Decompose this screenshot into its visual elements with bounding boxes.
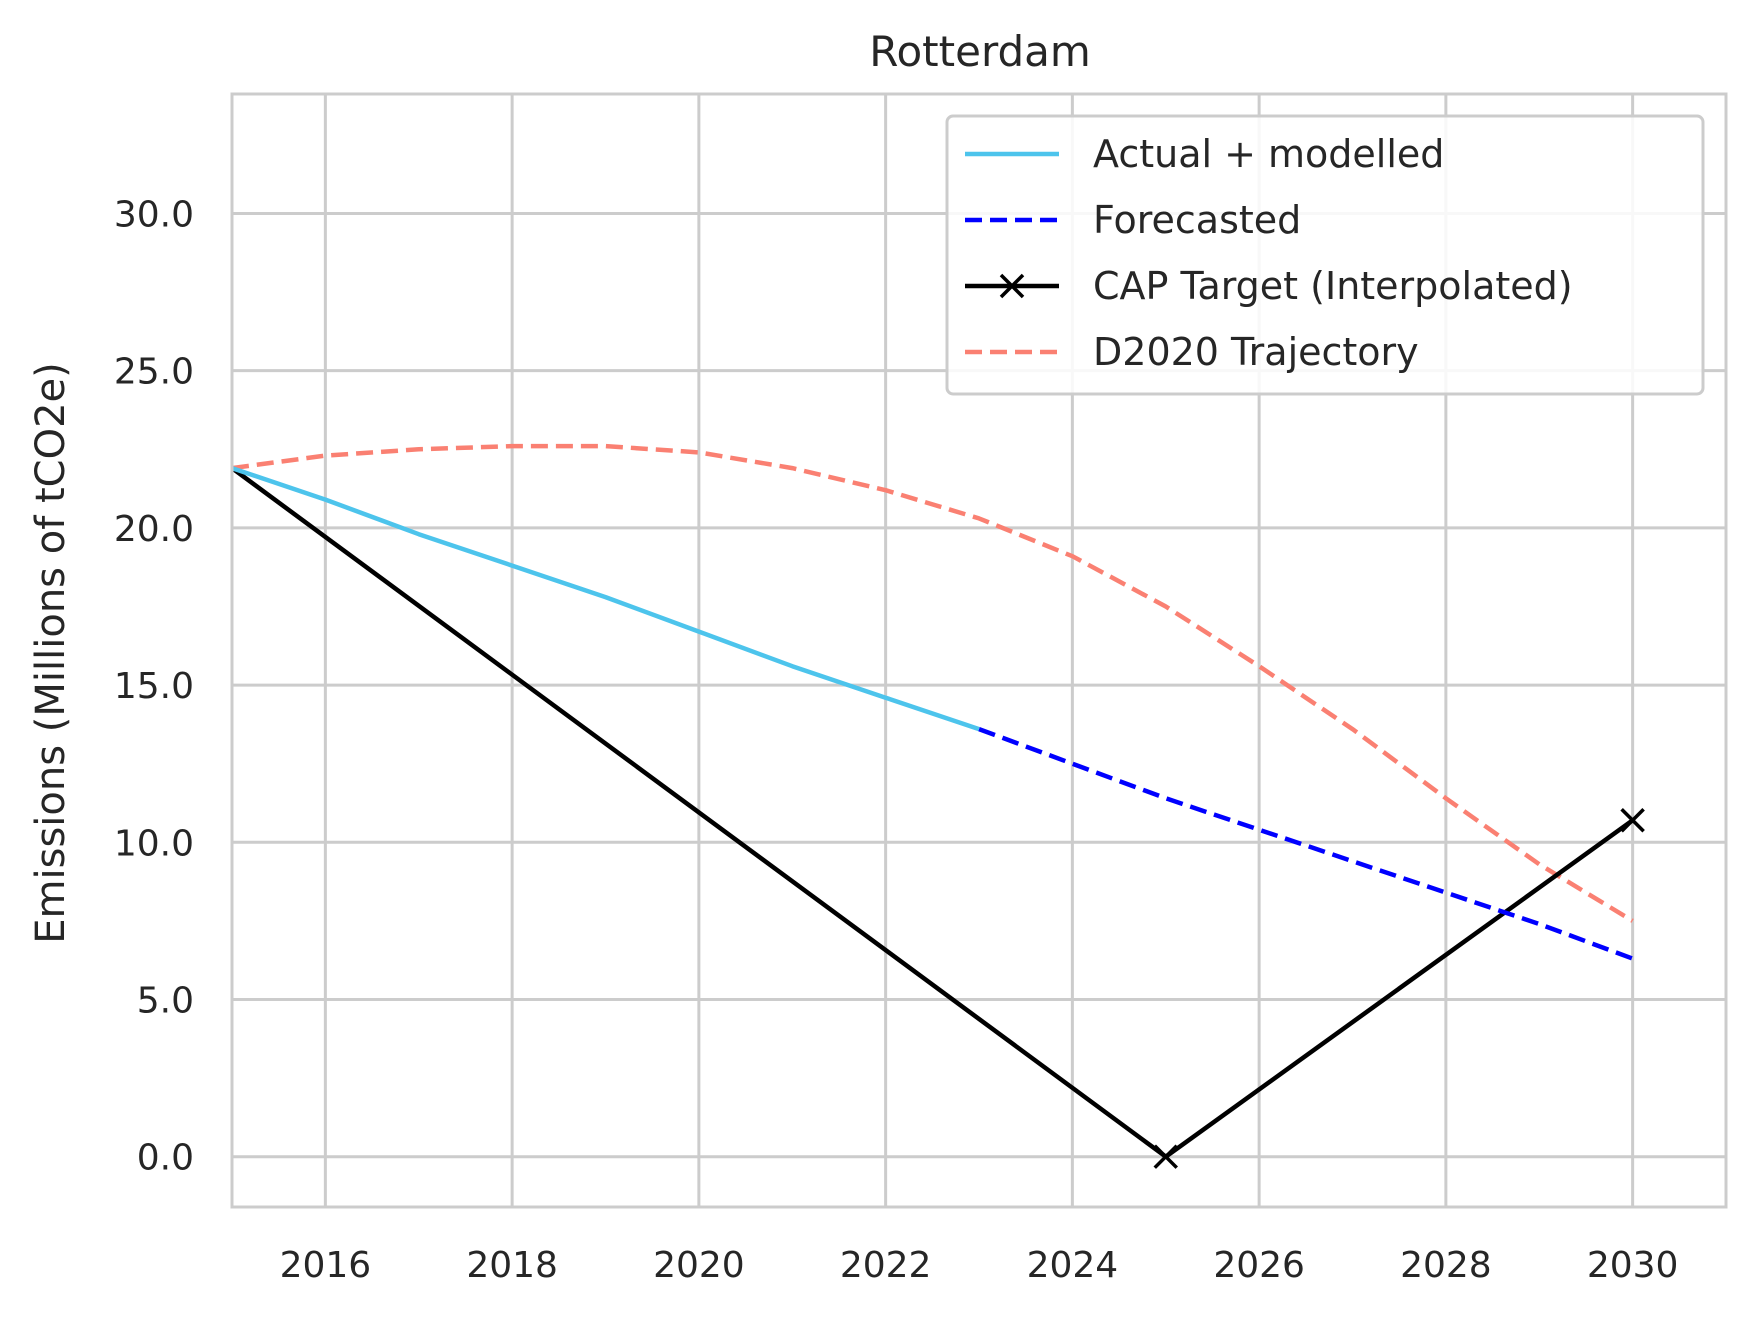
series-line-forecasted <box>978 726 1634 961</box>
y-tick-label: 15.0 <box>114 666 194 707</box>
legend-label: CAP Target (Interpolated) <box>1093 264 1573 308</box>
legend-label: D2020 Trajectory <box>1093 330 1419 374</box>
chart-title: Rotterdam <box>869 27 1091 76</box>
y-tick-labels: 0.0 5.0 10.0 15.0 20.0 25.0 30.0 <box>114 194 194 1178</box>
cap-target-marker <box>1620 808 1645 833</box>
y-tick-label: 5.0 <box>137 980 194 1021</box>
legend-label: Forecasted <box>1093 198 1301 242</box>
plot-frame <box>230 92 1728 1209</box>
y-tick-label: 20.0 <box>114 509 194 550</box>
x-tick-label: 2028 <box>1400 1245 1492 1286</box>
x-tick-label: 2018 <box>466 1245 558 1286</box>
y-axis-title: Emissions (Millions of tCO2e) <box>28 362 74 944</box>
legend: Actual + modelled Forecasted CAP Target (I… <box>945 114 1705 396</box>
x-tick-label: 2030 <box>1587 1245 1679 1286</box>
cap-target-marker <box>1153 1144 1178 1169</box>
x-tick-label: 2020 <box>653 1245 745 1286</box>
x-tick-label: 2024 <box>1027 1245 1119 1286</box>
legend-label: Actual + modelled <box>1093 132 1444 176</box>
series-line-actual-modelled <box>231 465 980 732</box>
series-layer <box>230 443 1645 1169</box>
x-tick-label: 2016 <box>280 1245 372 1286</box>
x-tick-label: 2022 <box>840 1245 932 1286</box>
x-tick-labels: 2016 2018 2020 2022 2024 2026 2028 2030 <box>280 1245 1679 1286</box>
legend-box <box>945 114 1705 396</box>
x-tick-label: 2026 <box>1213 1245 1305 1286</box>
legend-marker <box>999 273 1025 299</box>
y-tick-label: 25.0 <box>114 352 194 393</box>
y-tick-label: 30.0 <box>114 194 194 235</box>
y-tick-label: 10.0 <box>114 823 194 864</box>
y-tick-label: 0.0 <box>137 1138 194 1179</box>
series-line-cap-target-interpolated <box>230 466 1634 1159</box>
series-line-d2020-trajectory <box>231 443 1634 923</box>
